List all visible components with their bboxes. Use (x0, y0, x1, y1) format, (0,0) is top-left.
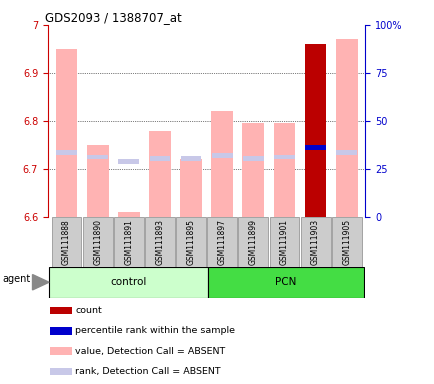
Text: GSM111899: GSM111899 (248, 219, 257, 265)
Text: GDS2093 / 1388707_at: GDS2093 / 1388707_at (45, 11, 181, 24)
Text: count: count (75, 306, 102, 315)
Text: GSM111891: GSM111891 (124, 219, 133, 265)
Bar (118, 212, 139, 217)
Bar (87, 155, 108, 159)
Bar (149, 131, 171, 217)
Bar (86, 145, 108, 217)
Bar (50, 347, 72, 355)
Bar (211, 111, 233, 217)
Text: GSM111893: GSM111893 (155, 219, 164, 265)
Bar (56, 49, 77, 217)
Bar (335, 150, 356, 154)
Text: percentile rank within the sample: percentile rank within the sample (75, 326, 235, 335)
Bar (273, 123, 295, 217)
Text: control: control (110, 277, 147, 287)
Bar (243, 156, 263, 161)
Bar (269, 217, 299, 267)
Bar (149, 156, 170, 161)
Bar (211, 153, 232, 158)
Bar (207, 217, 237, 267)
Bar (300, 217, 330, 267)
Bar (82, 217, 112, 267)
Bar (114, 217, 143, 267)
Text: GSM111905: GSM111905 (342, 219, 350, 265)
Bar (50, 327, 72, 334)
Bar (208, 267, 363, 298)
Bar (180, 159, 201, 217)
Text: GSM111890: GSM111890 (93, 219, 102, 265)
Text: GSM111888: GSM111888 (62, 219, 71, 265)
Bar (52, 217, 81, 267)
Bar (335, 40, 357, 217)
Bar (50, 367, 72, 375)
Bar (180, 156, 201, 161)
Bar (176, 217, 206, 267)
Text: value, Detection Call = ABSENT: value, Detection Call = ABSENT (75, 346, 225, 356)
Bar (50, 307, 72, 314)
Text: GSM111901: GSM111901 (279, 219, 288, 265)
Bar (118, 159, 139, 164)
Bar (331, 217, 361, 267)
Text: PCN: PCN (275, 277, 296, 287)
Text: GSM111903: GSM111903 (310, 219, 319, 265)
Bar (238, 217, 268, 267)
Text: agent: agent (3, 274, 31, 284)
Bar (304, 44, 326, 217)
Bar (273, 155, 294, 159)
Bar (49, 267, 208, 298)
Bar (242, 123, 263, 217)
Polygon shape (33, 275, 49, 290)
Text: GSM111897: GSM111897 (217, 219, 226, 265)
Bar (56, 150, 77, 154)
Bar (145, 217, 174, 267)
Text: rank, Detection Call = ABSENT: rank, Detection Call = ABSENT (75, 367, 220, 376)
Bar (305, 145, 325, 150)
Text: GSM111895: GSM111895 (186, 219, 195, 265)
